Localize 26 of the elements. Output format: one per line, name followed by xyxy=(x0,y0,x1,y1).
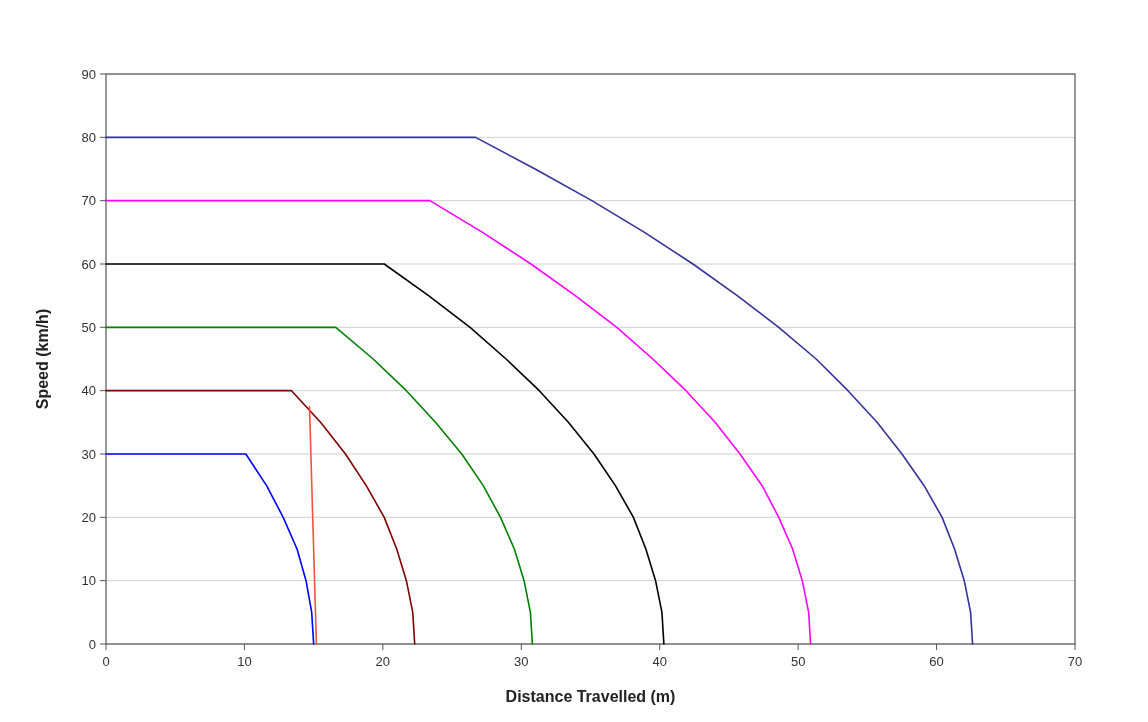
y-tick-label: 70 xyxy=(81,193,96,209)
y-tick-label: 0 xyxy=(88,636,96,652)
x-tick-label: 20 xyxy=(375,654,391,669)
y-tick-label: 90 xyxy=(81,66,96,82)
x-tick-label: 50 xyxy=(790,654,806,669)
y-tick-label: 60 xyxy=(81,256,96,272)
y-tick-label: 30 xyxy=(81,446,96,462)
y-tick-label: 50 xyxy=(81,319,96,335)
y-tick-label: 40 xyxy=(81,383,96,399)
y-tick-label: 10 xyxy=(81,573,96,589)
line-series xyxy=(105,453,315,645)
x-tick-label: 60 xyxy=(929,654,944,669)
line-series xyxy=(105,199,812,645)
x-tick-label: 10 xyxy=(237,654,252,669)
y-tick-label: 20 xyxy=(81,509,96,525)
line-series xyxy=(105,389,416,645)
y-axis-title: Speed (km/h) xyxy=(34,308,51,410)
line-series xyxy=(105,326,534,645)
x-axis-title: Distance Travelled (m) xyxy=(505,688,676,705)
x-tick-label: 70 xyxy=(1067,654,1083,669)
y-tick-label: 80 xyxy=(81,129,96,145)
line-series xyxy=(105,136,974,645)
x-tick-label: 30 xyxy=(514,654,529,669)
line-series xyxy=(105,263,665,645)
x-tick-label: 40 xyxy=(652,654,667,669)
x-tick-label: 0 xyxy=(102,654,110,669)
